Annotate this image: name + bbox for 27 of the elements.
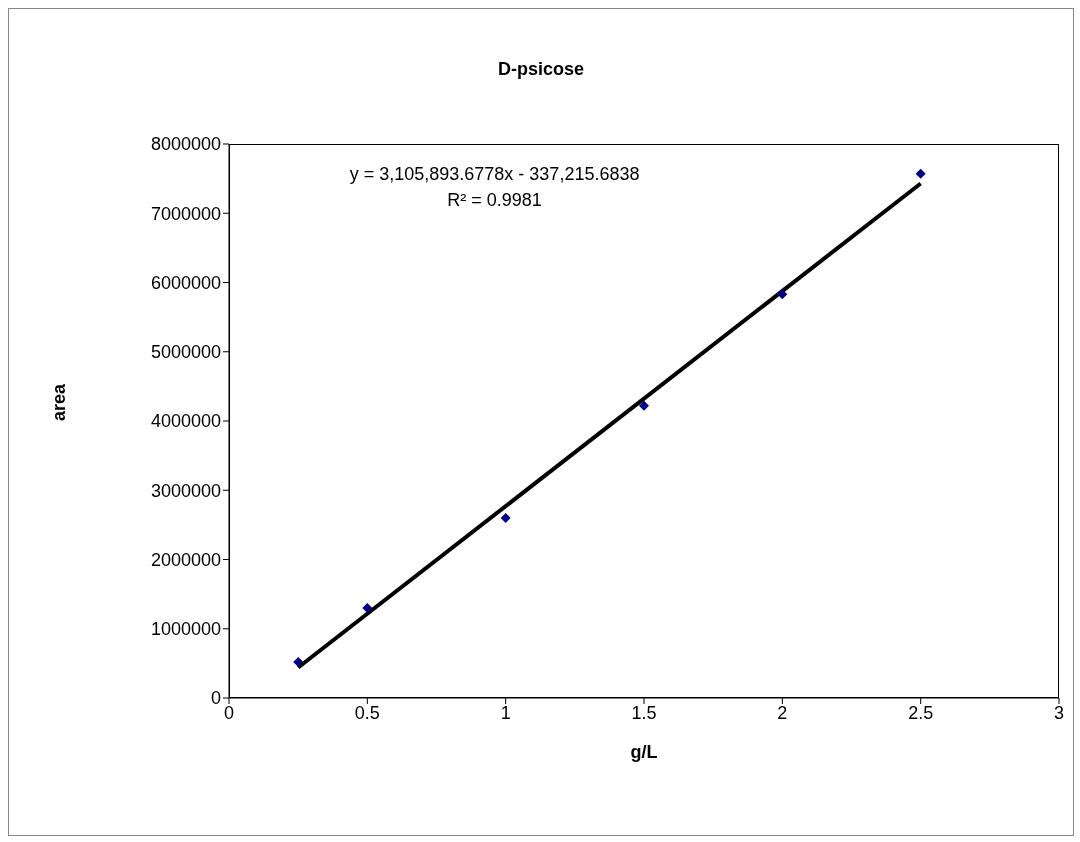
annotation: R² = 0.9981 [446, 190, 543, 211]
y-tick-label: 8000000 [150, 134, 221, 155]
y-tick-label: 6000000 [150, 272, 221, 293]
y-axis-title: area [49, 382, 70, 421]
point [500, 512, 511, 523]
y-tick-label: 4000000 [150, 411, 221, 432]
point [639, 400, 649, 411]
x-tick-label: 0.5 [354, 702, 380, 723]
annotation: y = 3,105,893.6778x - 337,215.6838 [348, 164, 641, 185]
x-tick-label: 2 [777, 702, 788, 723]
point [293, 656, 304, 667]
x-axis-title: g/L [630, 742, 658, 762]
x-tick-label: 1.5 [631, 702, 657, 723]
y-tick-label: 3000000 [150, 480, 221, 501]
y-tick-label: 0 [210, 688, 221, 709]
x-tick-label: 3 [1053, 702, 1065, 723]
chart-title: D-psicose [497, 59, 585, 80]
y-tick-label: 1000000 [150, 619, 221, 640]
y-tick-label: 5000000 [150, 342, 221, 363]
y-tick-label: 7000000 [150, 203, 221, 224]
x-tick-label: 2.5 [908, 702, 934, 723]
x-tick-label: 1 [500, 702, 511, 723]
point [362, 602, 373, 613]
y-tick-label: 2000000 [150, 549, 221, 570]
point [915, 168, 926, 179]
point [777, 289, 788, 300]
x-tick-label: 0 [223, 702, 235, 723]
